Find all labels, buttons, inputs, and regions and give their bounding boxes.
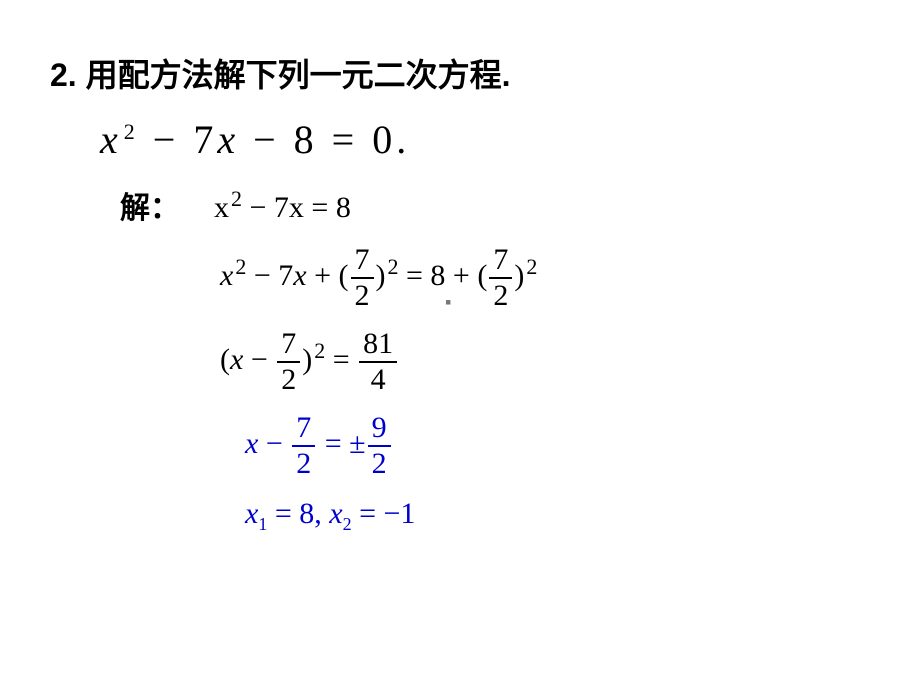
s4-eq: = ±: [317, 427, 365, 460]
s3-eq: =: [325, 343, 357, 376]
s2-eq: = 8 + (: [399, 259, 488, 292]
s3-rd: 4: [359, 363, 397, 395]
s4-rhs: 92: [368, 413, 391, 479]
s2-x2: x: [293, 259, 306, 292]
s5-x2: x: [329, 497, 342, 530]
step-5: x1 = 8, x2 = −1: [245, 497, 880, 535]
step-3: (x − 72)2 = 814: [220, 329, 880, 395]
s2-frac1: 72: [351, 245, 374, 311]
s2-f2d: 2: [489, 279, 512, 311]
s4-minus: −: [258, 427, 290, 460]
problem-title: 2. 用配方法解下列一元二次方程.: [50, 50, 880, 96]
eq-rhs: 0.: [372, 117, 410, 162]
step-4: x − 72 = ±92: [245, 413, 880, 479]
s4-fd: 2: [292, 447, 315, 479]
s4-rd: 2: [368, 447, 391, 479]
s2-f1d: 2: [351, 279, 374, 311]
s1-exp: 2: [231, 186, 242, 211]
s5-eq2: = −1: [352, 497, 416, 530]
s2-frac2: 72: [489, 245, 512, 311]
s1-rhs: = 8: [304, 191, 351, 224]
s3-open: (: [220, 343, 230, 376]
s2-close: ): [376, 259, 386, 292]
s2-b: − 7: [246, 259, 293, 292]
eq-op2: −: [253, 117, 280, 162]
s3-exp: 2: [314, 338, 325, 363]
s5-sub2: 2: [343, 514, 352, 534]
s3-rhs: 814: [359, 329, 397, 395]
s5-x1: x: [245, 497, 258, 530]
eq-exp1: 2: [124, 119, 139, 144]
s3-close: ): [302, 343, 312, 376]
eq-coef: 7: [193, 117, 217, 162]
eq-eq: =: [332, 117, 359, 162]
eq-c: 8: [294, 117, 318, 162]
step-2: x2 − 7x + (72)2 = 8 + (72)2: [220, 245, 880, 311]
s3-fn: 7: [277, 329, 300, 363]
s2-f2n: 7: [489, 245, 512, 279]
s5-sub1: 1: [258, 514, 267, 534]
eq-x2: x: [217, 117, 239, 162]
s2-exp: 2: [235, 254, 246, 279]
s2-exp2: 2: [388, 254, 399, 279]
s2-f1n: 7: [351, 245, 374, 279]
s1-x: x: [214, 191, 229, 224]
step-1: x2 − 7x = 8: [214, 186, 351, 225]
s4-frac: 72: [292, 413, 315, 479]
s2-close2: ): [514, 259, 524, 292]
s1-b: − 7: [242, 191, 289, 224]
s1-x2: x: [289, 191, 304, 224]
s4-rn: 9: [368, 413, 391, 447]
s3-rn: 81: [359, 329, 397, 363]
s3-minus: −: [243, 343, 275, 376]
solution-label: 解：: [120, 183, 180, 227]
s2-x: x: [220, 259, 233, 292]
s3-fd: 2: [277, 363, 300, 395]
s5-eq1: = 8,: [267, 497, 329, 530]
s4-x: x: [245, 427, 258, 460]
s2-exp3: 2: [526, 254, 537, 279]
s3-frac: 72: [277, 329, 300, 395]
center-marker-icon: ▪: [445, 292, 451, 313]
s4-fn: 7: [292, 413, 315, 447]
main-equation: x2 − 7x − 8 = 0.: [100, 116, 880, 163]
eq-op1: −: [153, 117, 180, 162]
s2-plus: + (: [307, 259, 349, 292]
eq-x1: x: [100, 117, 122, 162]
s3-x: x: [230, 343, 243, 376]
